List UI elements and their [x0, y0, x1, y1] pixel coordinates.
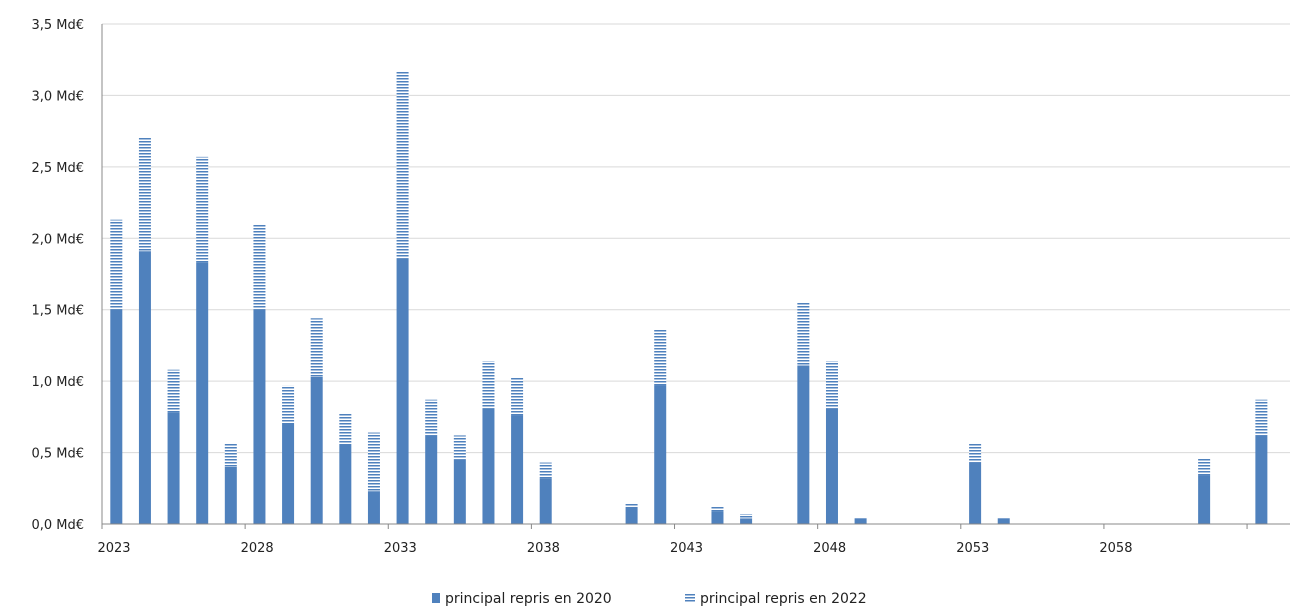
bar-principal-2022 [224, 444, 237, 467]
bar-principal-2022 [367, 432, 380, 492]
y-tick-label: 3,5 Md€ [31, 18, 84, 33]
x-tick-label: 2028 [241, 541, 274, 556]
bar-principal-2022 [310, 318, 323, 377]
x-tick-label: 2058 [1099, 541, 1132, 556]
legend-label-2020: principal repris en 2020 [445, 591, 612, 607]
bar-principal-2020 [1198, 475, 1211, 524]
bar-principal-2020 [110, 309, 123, 524]
bar-principal-2020 [797, 365, 810, 524]
bar-principal-2022 [1198, 458, 1211, 476]
bar-principal-2020 [396, 258, 409, 524]
x-tick-label: 2033 [384, 541, 417, 556]
bar-principal-2020 [711, 511, 724, 524]
bar-principal-2022 [110, 219, 123, 310]
bar-principal-2022 [453, 435, 466, 460]
y-tick-label: 3,0 Md€ [31, 89, 84, 104]
bar-principal-2020 [654, 385, 667, 524]
bar-principal-2022 [711, 506, 724, 512]
axes: 0,0 Md€ 0,5 Md€ 1,0 Md€ 1,5 Md€ 2,0 Md€ 2,5 M… [31, 18, 1290, 556]
legend-label-2022: principal repris en 2022 [700, 591, 867, 607]
x-tick-label: 2048 [813, 541, 846, 556]
bar-principal-2020 [339, 444, 352, 524]
bar-principal-2022 [339, 412, 352, 444]
bar-principal-2022 [511, 376, 524, 416]
bar-principal-2022 [969, 442, 982, 463]
bars [110, 71, 1268, 524]
bar-principal-2022 [425, 399, 438, 436]
bar-principal-2022 [797, 302, 810, 366]
bar-principal-2022 [482, 361, 495, 409]
x-tick-label: 2023 [97, 541, 130, 556]
x-tick-label: 2038 [527, 541, 560, 556]
bar-principal-2020 [196, 262, 209, 524]
bar-principal-2020 [367, 491, 380, 524]
legend-swatch-2020 [432, 593, 440, 603]
bar-principal-2020 [511, 415, 524, 524]
bar-principal-2022 [654, 329, 667, 386]
x-tick-label: 2043 [670, 541, 703, 556]
bar-principal-2022 [825, 361, 838, 409]
bar-principal-2020 [282, 424, 295, 524]
y-tick-label: 0,0 Md€ [31, 518, 84, 533]
bar-principal-2020 [625, 506, 638, 524]
bar-principal-2020 [310, 376, 323, 524]
y-tick-label: 1,5 Md€ [31, 304, 84, 319]
bar-principal-2022 [625, 502, 638, 507]
bar-principal-2020 [854, 518, 867, 524]
legend-swatch-2022 [685, 593, 695, 603]
gridlines [102, 23, 1290, 454]
bar-principal-2020 [253, 309, 266, 524]
x-tick-label: 2053 [956, 541, 989, 556]
bar-principal-2020 [740, 518, 753, 524]
bar-principal-2020 [224, 466, 237, 524]
bar-principal-2022 [167, 369, 180, 413]
bar-principal-2020 [167, 412, 180, 524]
legend: principal repris en 2020 principal repris… [432, 591, 867, 607]
bar-principal-2022 [396, 71, 409, 259]
bar-principal-2022 [253, 224, 266, 310]
bar-principal-2022 [138, 136, 151, 252]
bar-principal-2020 [997, 518, 1010, 524]
y-tick-label: 1,0 Md€ [31, 375, 84, 390]
bar-principal-2020 [453, 459, 466, 524]
bar-principal-2020 [1255, 435, 1268, 524]
y-tick-label: 0,5 Md€ [31, 447, 84, 462]
bar-principal-2022 [282, 385, 295, 424]
y-tick-label: 2,5 Md€ [31, 161, 84, 176]
bar-principal-2020 [425, 435, 438, 524]
bar-principal-2020 [969, 462, 982, 524]
bar-principal-2020 [482, 408, 495, 524]
bar-principal-2022 [539, 462, 552, 479]
bar-principal-2020 [539, 478, 552, 524]
bar-principal-2022 [740, 514, 753, 519]
y-tick-label: 2,0 Md€ [31, 232, 84, 247]
bar-principal-2022 [1255, 399, 1268, 436]
bar-principal-2022 [196, 156, 209, 263]
bar-principal-2020 [138, 251, 151, 524]
bar-principal-2020 [825, 408, 838, 524]
